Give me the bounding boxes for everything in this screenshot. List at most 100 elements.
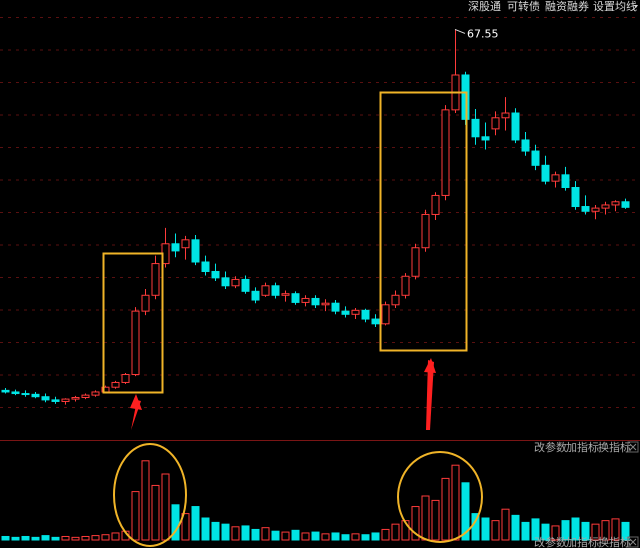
volume-bar — [161, 473, 170, 541]
volume-bar — [541, 523, 550, 541]
volume-bar — [81, 535, 90, 541]
volume-bar — [231, 526, 240, 541]
candle-body — [31, 393, 40, 398]
annotations — [102, 91, 483, 547]
volume-bar — [391, 523, 400, 541]
indicator-button[interactable]: 改参数 — [534, 440, 567, 454]
max-marker — [454, 28, 466, 34]
volume-bar — [201, 517, 210, 541]
close-icon — [629, 443, 637, 451]
volume-bar — [511, 514, 520, 541]
volume-bar — [381, 528, 390, 541]
indicator-button[interactable]: 换指标 — [598, 535, 631, 548]
candle-body — [611, 201, 620, 206]
candle-body — [491, 117, 500, 130]
close-icon — [629, 538, 637, 546]
candle-body — [241, 278, 250, 292]
volume-bar — [401, 520, 410, 541]
volume-bar — [151, 484, 160, 541]
volume-bar — [521, 521, 530, 541]
menu-item[interactable]: 深股通 — [468, 0, 501, 13]
candle-body — [111, 381, 120, 388]
volume-bar — [281, 531, 290, 541]
highlight-box — [379, 91, 468, 352]
candle-body — [91, 391, 100, 396]
volume-bar — [331, 532, 340, 541]
volume-bar — [531, 518, 540, 541]
candle-body — [621, 201, 630, 208]
candle-body — [1, 389, 10, 393]
arrow-head — [424, 358, 436, 373]
volume-bar — [21, 535, 30, 541]
candle-body — [311, 297, 320, 306]
volume-bar — [241, 525, 250, 541]
volume-bar — [61, 535, 70, 541]
candle-body — [391, 294, 400, 306]
indicator-button[interactable]: 加指标 — [566, 535, 599, 548]
candle-body — [421, 213, 430, 249]
candle-body — [501, 112, 510, 119]
candle-body — [281, 293, 290, 296]
candle-body — [341, 310, 350, 315]
candle-body — [121, 374, 130, 383]
indicator-button[interactable]: 改参数 — [534, 535, 567, 548]
close-button[interactable] — [627, 441, 639, 453]
volume-bar — [461, 482, 470, 541]
close-button[interactable] — [627, 536, 639, 548]
highlight-box — [102, 252, 164, 394]
candle-body — [51, 399, 60, 402]
volume-bar — [621, 521, 630, 541]
volume-bar — [171, 504, 180, 541]
candle-body — [231, 278, 240, 287]
grid-pattern — [0, 14, 640, 434]
candle-body — [441, 109, 450, 196]
volume-bar — [11, 536, 20, 541]
candle-body — [261, 285, 270, 296]
volume-bar — [181, 513, 190, 541]
candle-body — [141, 294, 150, 312]
volume-panel — [1, 460, 630, 541]
indicator-button[interactable]: 换指标 — [598, 440, 631, 454]
volume-bar — [91, 535, 100, 541]
top-menu: 深股通 可转债 融资融券 设置均线 — [468, 0, 638, 13]
volume-bar — [571, 517, 580, 541]
volume-bar — [1, 535, 10, 541]
candle-body — [521, 139, 530, 152]
candle-body — [21, 393, 30, 396]
volume-bar — [581, 521, 590, 541]
candle-body — [11, 391, 20, 395]
candle-body — [321, 302, 330, 306]
candle-body — [431, 194, 440, 215]
volume-bar — [311, 531, 320, 541]
highlight-ellipse — [397, 451, 483, 543]
candle-body — [511, 112, 520, 141]
menu-item[interactable]: 设置均线 — [593, 0, 637, 13]
candle-body — [71, 397, 80, 400]
menu-item[interactable]: 融资融券 — [545, 0, 589, 13]
candle-body — [601, 204, 610, 209]
volume-bar — [271, 530, 280, 541]
candle-body — [361, 309, 370, 320]
candle-body — [371, 318, 380, 325]
candle-body — [401, 275, 410, 296]
candle-body — [181, 239, 190, 249]
candle-body — [201, 261, 210, 273]
volume-bar — [301, 532, 310, 541]
candle-body — [61, 398, 70, 402]
volume-bar — [261, 527, 270, 541]
candle-body — [561, 174, 570, 189]
max-high-label: 67.55 — [467, 27, 499, 40]
volume-bar — [501, 508, 510, 541]
candle-body — [251, 290, 260, 301]
volume-bar — [291, 529, 300, 541]
candle-body — [221, 277, 230, 287]
menu-item[interactable]: 可转债 — [507, 0, 540, 13]
volume-bar — [71, 536, 80, 541]
volume-bar — [421, 495, 430, 541]
candle-body — [301, 297, 310, 303]
volume-bar — [111, 532, 120, 541]
volume-bar — [551, 525, 560, 541]
highlight-ellipse — [113, 443, 187, 547]
indicator-button[interactable]: 加指标 — [566, 440, 599, 454]
